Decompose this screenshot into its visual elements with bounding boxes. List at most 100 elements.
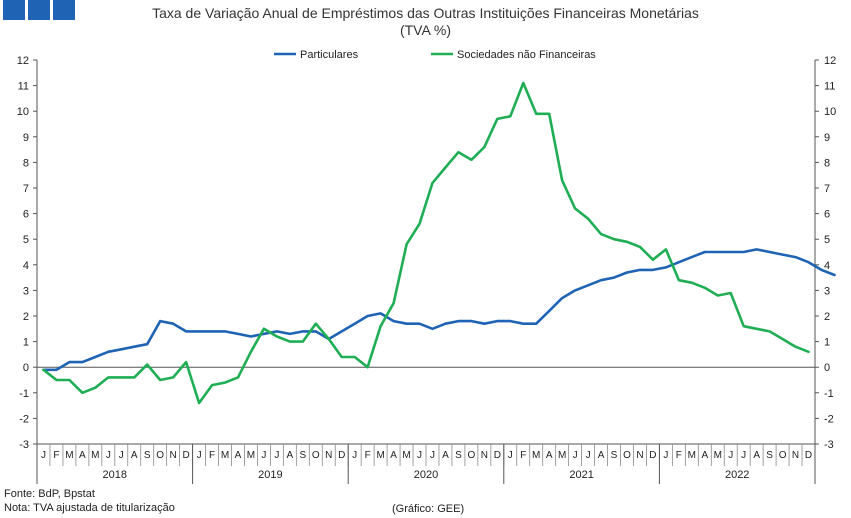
month-label: D xyxy=(805,450,812,461)
y-tick-label-left: 11 xyxy=(18,81,29,93)
month-label: J xyxy=(586,450,591,461)
year-label: 2022 xyxy=(725,469,749,481)
y-tick-label-left: 6 xyxy=(23,209,29,221)
month-label: A xyxy=(442,450,449,461)
month-label: A xyxy=(287,450,294,461)
month-label: J xyxy=(430,450,435,461)
y-tick-label-right: 2 xyxy=(824,311,830,323)
month-label: M xyxy=(402,450,410,461)
month-label: D xyxy=(338,450,345,461)
chart-credit: (Gráfico: GEE) xyxy=(392,503,465,515)
y-tick-label-right: 4 xyxy=(824,260,830,272)
month-label: S xyxy=(144,450,151,461)
month-label: A xyxy=(235,450,242,461)
month-label: J xyxy=(274,450,279,461)
month-label: A xyxy=(701,450,708,461)
month-label: F xyxy=(676,450,682,461)
year-label: 2020 xyxy=(414,469,438,481)
month-label: M xyxy=(247,450,255,461)
month-label: D xyxy=(494,450,501,461)
month-label: N xyxy=(481,450,488,461)
month-label: J xyxy=(119,450,124,461)
series-line-sociedades xyxy=(42,81,810,405)
month-label: J xyxy=(417,450,422,461)
y-tick-label-left: 3 xyxy=(23,285,29,297)
month-label: A xyxy=(131,450,138,461)
month-label: J xyxy=(728,450,733,461)
footnote: Nota: TVA ajustada de titularização xyxy=(4,502,175,514)
y-tick-label-right: 12 xyxy=(824,55,836,67)
month-label: J xyxy=(573,450,578,461)
legend-particulares-label: Particulares xyxy=(300,49,359,61)
month-label: J xyxy=(741,450,746,461)
year-label: 2021 xyxy=(569,469,593,481)
month-label: J xyxy=(106,450,111,461)
y-tick-label-left: 12 xyxy=(17,55,29,67)
y-tick-label-left: 7 xyxy=(23,183,29,195)
month-label: F xyxy=(209,450,215,461)
chart-subtitle: (TVA %) xyxy=(399,22,452,38)
month-label: M xyxy=(558,450,566,461)
chart-title: Taxa de Variação Anual de Empréstimos da… xyxy=(152,5,699,21)
y-tick-label-left: -2 xyxy=(19,413,29,425)
month-label: S xyxy=(766,450,773,461)
month-label: N xyxy=(325,450,332,461)
month-label: O xyxy=(156,450,164,461)
month-label: F xyxy=(520,450,526,461)
month-label: N xyxy=(792,450,799,461)
chart-axes xyxy=(36,60,816,445)
month-label: A xyxy=(546,450,553,461)
y-tick-label-left: 5 xyxy=(23,234,29,246)
month-label: N xyxy=(170,450,177,461)
month-label: F xyxy=(53,450,59,461)
y-tick-label-left: 0 xyxy=(23,362,29,374)
y-tick-label-left: 2 xyxy=(23,311,29,323)
y-tick-label-right: 10 xyxy=(824,106,836,118)
y-tick-label-right: -3 xyxy=(824,439,834,451)
logo-square-1 xyxy=(3,0,25,20)
month-label: O xyxy=(623,450,631,461)
month-label: M xyxy=(532,450,540,461)
y-tick-label-right: -1 xyxy=(824,388,834,400)
month-label: S xyxy=(299,450,306,461)
month-label: J xyxy=(663,450,668,461)
source-note: Fonte: BdP, Bpstat xyxy=(4,488,95,500)
y-tick-label-right: 7 xyxy=(824,183,830,195)
legend-sociedades-label: Sociedades não Financeiras xyxy=(457,49,596,61)
y-tick-label-left: 4 xyxy=(23,260,29,272)
month-label: A xyxy=(79,450,86,461)
month-label: J xyxy=(41,450,46,461)
y-tick-label-left: -1 xyxy=(19,388,29,400)
month-label: M xyxy=(221,450,229,461)
month-label: J xyxy=(197,450,202,461)
month-label: J xyxy=(352,450,357,461)
y-tick-label-right: 9 xyxy=(824,132,830,144)
y-tick-label-right: 6 xyxy=(824,209,830,221)
y-tick-label-left: 8 xyxy=(23,157,29,169)
year-label: 2018 xyxy=(103,469,127,481)
y-tick-label-left: 9 xyxy=(23,132,29,144)
y-tick-label-left: 1 xyxy=(23,337,29,349)
month-label: D xyxy=(182,450,189,461)
month-label: A xyxy=(753,450,760,461)
y-tick-label-right: 5 xyxy=(824,234,830,246)
month-label: M xyxy=(688,450,696,461)
y-tick-label-right: 0 xyxy=(824,362,830,374)
month-label: J xyxy=(261,450,266,461)
y-tick-label-right: 8 xyxy=(824,157,830,169)
month-label: O xyxy=(467,450,475,461)
month-label: N xyxy=(636,450,643,461)
month-label: D xyxy=(649,450,656,461)
month-label: S xyxy=(611,450,618,461)
y-tick-label-left: 10 xyxy=(17,106,29,118)
month-label: O xyxy=(312,450,320,461)
y-tick-label-right: -2 xyxy=(824,413,834,425)
y-tick-label-right: 11 xyxy=(824,81,835,93)
month-label: A xyxy=(598,450,605,461)
y-tick-label-right: 1 xyxy=(824,337,830,349)
month-label: M xyxy=(714,450,722,461)
month-label: O xyxy=(779,450,787,461)
logo-square-2 xyxy=(28,0,50,20)
